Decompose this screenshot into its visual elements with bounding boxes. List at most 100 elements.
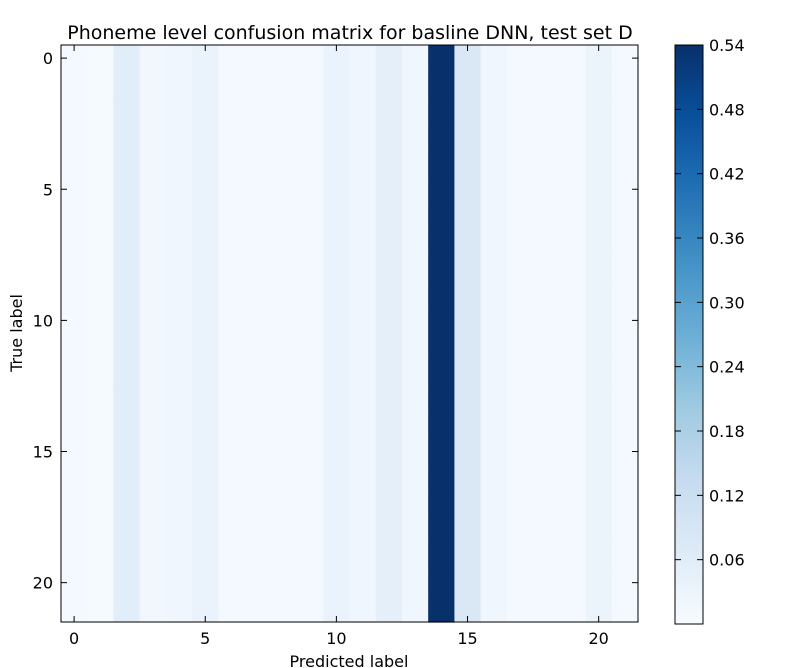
heatmap-cell — [61, 517, 88, 544]
heatmap-cell — [375, 412, 403, 440]
heatmap-cell — [506, 202, 534, 230]
heatmap-cell — [585, 281, 613, 308]
heatmap-cell — [192, 543, 219, 571]
heatmap-cell — [533, 307, 560, 335]
heatmap-cell — [323, 281, 351, 308]
heatmap-cell — [559, 123, 587, 151]
heatmap-cell — [323, 412, 351, 440]
heatmap-cell — [428, 543, 456, 571]
heatmap-cell — [428, 97, 456, 125]
heatmap-cell — [244, 543, 272, 571]
heatmap-cell — [506, 254, 534, 282]
heatmap-cell — [375, 45, 403, 72]
heatmap-cell — [139, 517, 167, 544]
heatmap-cell — [61, 281, 88, 308]
heatmap-cell — [533, 517, 560, 544]
heatmap-cell — [87, 385, 115, 413]
colorbar-tick-label: 0.42 — [709, 165, 745, 184]
heatmap-cell — [87, 123, 115, 151]
heatmap-cell — [349, 149, 377, 177]
colorbar: 0.06 0.12 0.18 0.24 0.30 0.36 0.42 0.48 0.54 — [674, 36, 745, 625]
heatmap-cell — [454, 281, 482, 308]
heatmap-cell — [218, 359, 246, 387]
heatmap-cell — [559, 45, 587, 72]
y-axis-label: True label — [7, 294, 26, 373]
heatmap-cell — [113, 412, 141, 440]
heatmap-cell — [533, 123, 560, 151]
heatmap-cell — [192, 228, 219, 256]
heatmap-cell — [297, 333, 324, 361]
heatmap-cell — [428, 569, 456, 597]
heatmap-cell — [401, 254, 429, 282]
heatmap-cell — [87, 543, 115, 571]
heatmap-cell — [270, 438, 298, 466]
heatmap-cell — [349, 333, 377, 361]
heatmap-cell — [611, 333, 639, 361]
heatmap-cell — [401, 281, 429, 308]
heatmap-cell — [113, 385, 141, 413]
heatmap-cell — [297, 202, 324, 230]
heatmap-cell — [375, 438, 403, 466]
heatmap-cell — [506, 569, 534, 597]
colorbar-tick-label: 0.06 — [709, 551, 745, 570]
colorbar-tick-label: 0.24 — [709, 358, 745, 377]
heatmap-cell — [270, 333, 298, 361]
heatmap-cell — [244, 97, 272, 125]
heatmap-cell — [113, 490, 141, 518]
heatmap-cell — [297, 543, 324, 571]
heatmap-cell — [375, 490, 403, 518]
heatmap-cell — [244, 438, 272, 466]
heatmap-cell — [480, 412, 508, 440]
heatmap-cell — [61, 543, 88, 571]
heatmap-cell — [87, 176, 115, 203]
heatmap-cell — [559, 517, 587, 544]
heatmap-cell — [244, 569, 272, 597]
heatmap-cell — [192, 438, 219, 466]
y-tick-label: 20 — [33, 574, 53, 593]
heatmap-cell — [113, 569, 141, 597]
y-axis-ticks: 0 5 10 15 20 — [33, 49, 638, 593]
heatmap-cell — [480, 202, 508, 230]
heatmap-cell — [270, 281, 298, 308]
heatmap-cell — [401, 543, 429, 571]
heatmap-cell — [165, 595, 193, 623]
heatmap-cell — [297, 176, 324, 203]
heatmap-cell — [585, 307, 613, 335]
heatmap-cell — [270, 71, 298, 99]
heatmap-cell — [375, 333, 403, 361]
heatmap-cell — [480, 149, 508, 177]
heatmap-cell — [375, 176, 403, 203]
heatmap-cell — [454, 438, 482, 466]
heatmap-cell — [454, 385, 482, 413]
heatmap-cell — [349, 359, 377, 387]
heatmap-cell — [87, 333, 115, 361]
heatmap-cell — [375, 149, 403, 177]
heatmap-cell — [297, 517, 324, 544]
heatmap-cell — [506, 359, 534, 387]
heatmap-cell — [401, 595, 429, 623]
heatmap-cell — [218, 123, 246, 151]
heatmap-cell — [218, 333, 246, 361]
heatmap-cell — [218, 71, 246, 99]
heatmap-cell — [323, 254, 351, 282]
heatmap-cell — [454, 123, 482, 151]
heatmap-cell — [401, 438, 429, 466]
heatmap-cell — [61, 333, 88, 361]
heatmap-cell — [375, 359, 403, 387]
heatmap-cell — [218, 543, 246, 571]
heatmap-cell — [165, 149, 193, 177]
heatmap-cell — [192, 569, 219, 597]
heatmap-cell — [428, 254, 456, 282]
heatmap-cell — [506, 149, 534, 177]
heatmap-cell — [480, 281, 508, 308]
heatmap-cell — [349, 45, 377, 72]
heatmap-cell — [270, 97, 298, 125]
heatmap-cell — [192, 385, 219, 413]
heatmap-cell — [139, 464, 167, 492]
heatmap-cell — [218, 202, 246, 230]
colorbar-tick-label: 0.18 — [709, 422, 745, 441]
heatmap-cell — [454, 97, 482, 125]
heatmap-cell — [87, 595, 115, 623]
x-tick-label: 5 — [200, 629, 210, 648]
heatmap-cell — [244, 228, 272, 256]
